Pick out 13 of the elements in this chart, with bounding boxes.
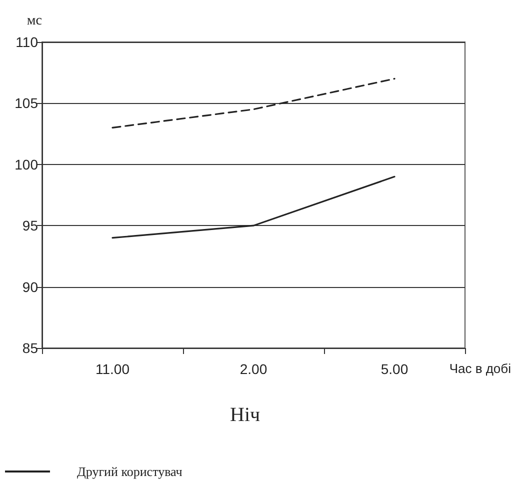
x-tick-label: 2.00 (240, 361, 268, 377)
y-tick-label: 85 (22, 340, 38, 356)
y-tick-label: 95 (22, 218, 38, 234)
y-tick-label: 100 (14, 156, 38, 172)
x-axis-title: Час в добі (449, 361, 512, 376)
text: Ніч (230, 404, 260, 426)
legend-label: Другий користувач (77, 464, 183, 479)
y-axis-title: мс (26, 14, 42, 28)
x-tick-label: 5.00 (380, 361, 408, 377)
y-tick-label: 90 (22, 278, 38, 295)
x-tick-label: 11.00 (96, 361, 130, 377)
y-tick-label: 105 (14, 95, 38, 112)
y-tick-label: 110 (16, 34, 38, 50)
